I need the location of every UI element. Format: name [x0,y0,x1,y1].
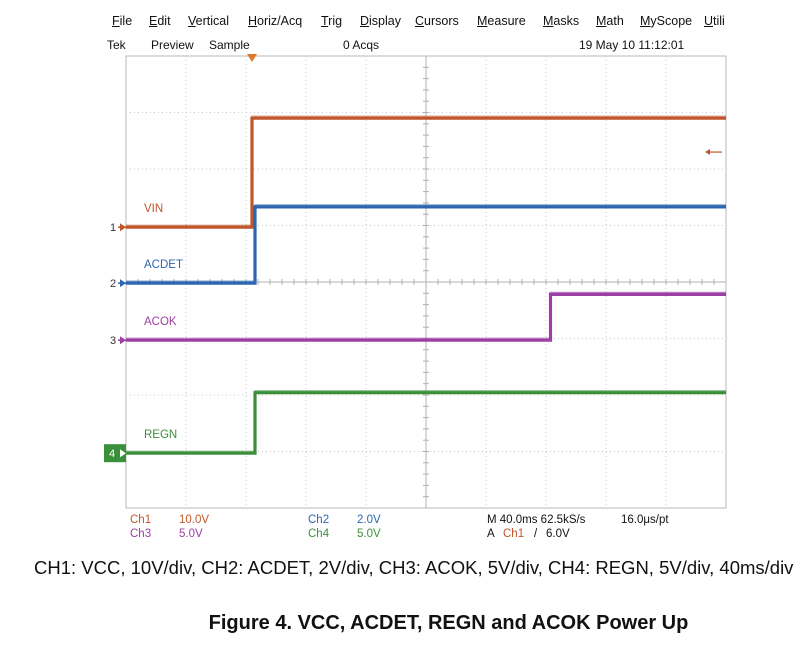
channel-readout: Ch1 10.0V Ch3 5.0V Ch2 2.0V Ch4 5.0V M 4… [0,514,797,544]
timebase: M 40.0ms 62.5kS/s [487,514,586,526]
trigger-source: Ch1 [503,528,525,540]
menu-math[interactable]: Math [596,14,624,28]
figure-caption: CH1: VCC, 10V/div, CH2: ACDET, 2V/div, C… [34,557,794,578]
acq-mode-label: Sample [209,38,250,52]
ch-marker-arrow [120,279,126,288]
ch-marker-label: 2 [110,278,116,290]
ch4-name: Ch4 [308,528,330,540]
menu-masks[interactable]: Masks [543,14,580,28]
menu-file[interactable]: File [112,14,133,28]
series-label-acok: ACOK [144,316,177,328]
figure-title: Figure 4. VCC, ACDET, REGN and ACOK Powe… [208,612,689,634]
ch-marker-label: 4 [109,448,115,460]
ch1-name: Ch1 [130,514,152,526]
ch2-scale: 2.0V [357,514,381,526]
series-label-vin: VIN [144,203,163,215]
ch4-marker-box [104,444,126,463]
ch-marker-arrow [120,449,126,458]
datetime: 19 May 10 11:12:01 [579,38,685,52]
menu-measure[interactable]: Measure [477,14,526,28]
waveform-plot: VIN ACDET ACOK REGN 1 2 3 4 [104,54,727,509]
status-bar: Tek Preview Sample 0 Acqs 19 May 10 11:1… [0,38,797,54]
resolution: 16.0μs/pt [621,514,669,526]
trace-noise-acdet [126,204,726,282]
ch-marker-label: 3 [110,335,116,347]
ch-marker-label: 1 [110,222,116,234]
trace-noise-regn [126,390,726,452]
menu-horiz-acq[interactable]: Horiz/Acq [248,14,303,28]
trigger-level: 6.0V [546,528,570,540]
ch3-scale: 5.0V [179,528,203,540]
trigger-position-icon [247,54,257,62]
trace-noise-vin [126,115,726,226]
acq-count: 0 Acqs [343,38,380,52]
series-label-regn: REGN [144,429,177,441]
menu-edit[interactable]: Edit [149,14,171,28]
trigger-slope-icon: / [534,528,538,540]
menu-cursors[interactable]: Cursors [415,14,459,28]
ch2-name: Ch2 [308,514,330,526]
ch1-scale: 10.0V [179,514,210,526]
trace-noise-acok [126,291,726,339]
menu-trig[interactable]: Trig [321,14,343,28]
menu-utilities[interactable]: Utili [704,14,725,28]
menu-vertical[interactable]: Vertical [188,14,229,28]
menu-display[interactable]: Display [360,14,401,28]
ch-marker-arrow [120,223,126,232]
series-label-acdet: ACDET [144,259,183,271]
trigger-level-icon [705,149,710,156]
ch3-name: Ch3 [130,528,152,540]
brand-label: Tek [107,38,126,52]
ch-marker-arrow [120,336,126,345]
trigger-prefix: A [487,528,495,540]
menu-bar: File Edit Vertical Horiz/Acq Trig Displa… [100,14,797,32]
menu-myscope[interactable]: MyScope [640,14,693,28]
oscilloscope-screen: File Edit Vertical Horiz/Acq Trig Displa… [0,14,797,544]
ch4-scale: 5.0V [357,528,381,540]
mode-label: Preview [151,38,194,52]
